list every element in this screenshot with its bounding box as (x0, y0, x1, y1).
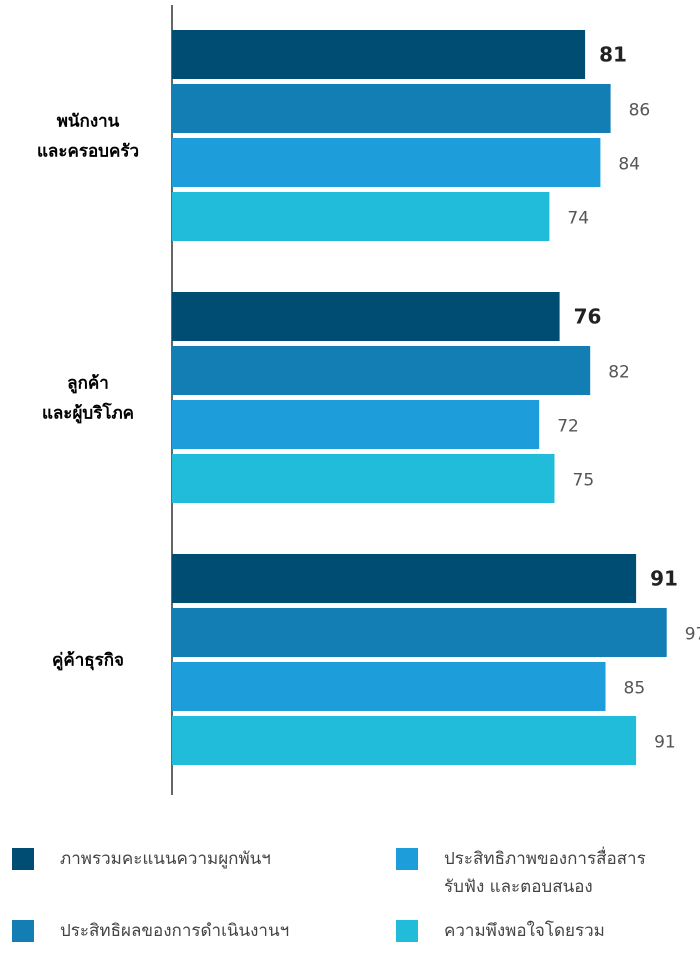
legend-swatch-satisfaction (396, 920, 418, 942)
value-label-customers-satisfaction: 75 (573, 471, 595, 491)
legend-swatch-communication (396, 848, 418, 870)
bar-partners-engagement (172, 554, 637, 603)
legend-label-satisfaction: ความพึงพอใจโดยรวม (444, 921, 605, 941)
bar-partners-communication (172, 662, 606, 711)
value-label-employees-effectiveness: 86 (629, 101, 651, 121)
bar-employees-engagement (172, 30, 586, 79)
value-label-partners-effectiveness: 97 (685, 625, 700, 645)
value-label-partners-satisfaction: 91 (654, 733, 676, 753)
legend-swatch-effectiveness (12, 920, 34, 942)
bar-customers-satisfaction (172, 454, 555, 503)
legend-label-effectiveness: ประสิทธิผลของการดำเนินงานฯ (60, 921, 290, 941)
value-label-employees-engagement: 81 (599, 43, 627, 67)
legend-item-engagement: ภาพรวมคะแนนความผูกพันฯ (12, 845, 271, 873)
value-label-partners-engagement: 91 (650, 567, 678, 591)
bar-employees-satisfaction (172, 192, 550, 241)
legend-item-satisfaction: ความพึงพอใจโดยรวม (396, 917, 605, 945)
bar-customers-engagement (172, 292, 560, 341)
category-label-customers: ลูกค้าและผู้บริโภค (42, 374, 134, 425)
legend-item-effectiveness: ประสิทธิผลของการดำเนินงานฯ (12, 917, 289, 945)
legend-item-communication: ประสิทธิภาพของการสื่อสาร รับฟัง และตอบสน… (396, 845, 646, 901)
legend-label-engagement: ภาพรวมคะแนนความผูกพันฯ (60, 849, 271, 869)
legend-label-communication: ประสิทธิภาพของการสื่อสาร รับฟัง และตอบสน… (444, 849, 646, 897)
value-label-employees-satisfaction: 74 (567, 209, 589, 229)
bar-chart: พนักงานและครอบครัว 81 86 84 74 ลูกค้าและผู้บร… (37, 5, 700, 795)
legend: ภาพรวมคะแนนความผูกพันฯ ประสิทธิภาพของการ… (0, 845, 700, 955)
value-label-employees-communication: 84 (618, 155, 640, 175)
bar-partners-effectiveness (172, 608, 667, 657)
bar-customers-communication (172, 400, 540, 449)
value-label-partners-communication: 85 (624, 679, 646, 699)
legend-swatch-engagement (12, 848, 34, 870)
category-label-employees: พนักงานและครอบครัว (37, 112, 139, 162)
bar-employees-communication (172, 138, 601, 187)
value-label-customers-engagement: 76 (574, 305, 602, 329)
value-label-customers-communication: 72 (557, 417, 579, 437)
value-label-customers-effectiveness: 82 (608, 363, 630, 383)
bar-employees-effectiveness (172, 84, 611, 133)
category-label-partners: คู่ค้าธุรกิจ (52, 651, 124, 672)
bar-customers-effectiveness (172, 346, 591, 395)
bar-partners-satisfaction (172, 716, 637, 765)
